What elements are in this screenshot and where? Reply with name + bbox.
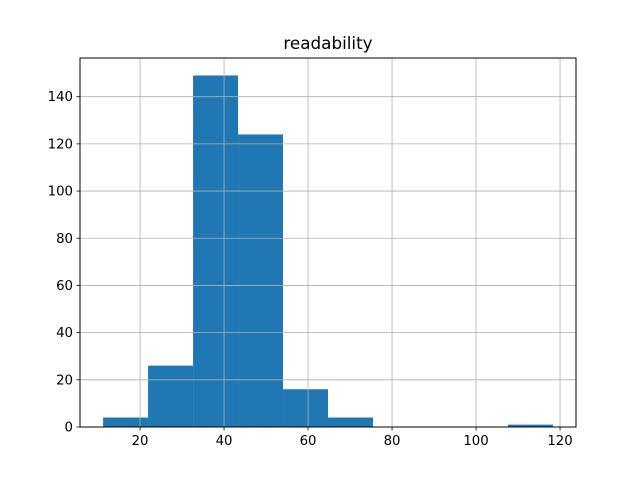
histogram-bar [328, 417, 373, 427]
x-tick-label: 100 [463, 434, 488, 449]
x-tick-label: 20 [132, 434, 149, 449]
axes-frame [79, 57, 577, 428]
y-tick-label: 120 [48, 137, 73, 152]
histogram-bar [103, 417, 149, 427]
y-tick-label: 100 [48, 185, 73, 200]
y-tick-label: 40 [56, 326, 73, 341]
x-tick-label: 80 [384, 434, 401, 449]
y-tick-label: 60 [56, 279, 73, 294]
bars [103, 75, 553, 428]
chart-title: readability [283, 33, 372, 53]
histogram-bar [283, 389, 328, 427]
x-tick-label: 120 [547, 434, 572, 449]
y-tick-label: 140 [48, 90, 73, 105]
histogram-bar [193, 75, 239, 427]
grid-overlay [80, 58, 576, 428]
x-tick-label: 60 [300, 434, 317, 449]
histogram-bar [148, 365, 194, 427]
histogram-bar [507, 424, 553, 427]
y-axis: 0 20 40 60 80 100 120 140 [48, 90, 80, 436]
y-tick-label: 80 [56, 232, 73, 247]
y-tick-label: 20 [56, 373, 73, 388]
x-tick-label: 40 [216, 434, 233, 449]
x-axis: 20 40 60 80 100 120 [132, 427, 573, 449]
histogram-bar [238, 134, 284, 428]
y-tick-label: 0 [65, 421, 73, 436]
